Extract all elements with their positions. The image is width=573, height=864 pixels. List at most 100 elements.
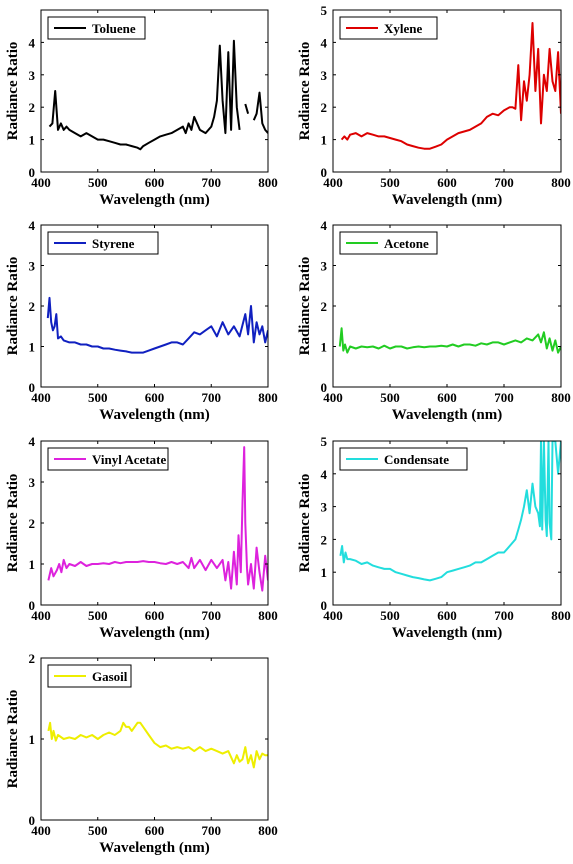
y-tick-label: 1 <box>321 565 328 580</box>
x-tick-label: 500 <box>88 608 108 623</box>
chart-styrene: 400 500 600 700 800 0 1 2 3 4 Wavelength (nm) Radia… <box>5 218 278 423</box>
series-line-xylene <box>340 22 561 150</box>
y-tick-label: 2 <box>29 100 36 115</box>
legend: Acetone <box>339 231 438 255</box>
legend-box <box>339 16 438 40</box>
y-axis-label: Radiance Ratio <box>5 42 21 141</box>
x-axis-label: Wavelength (nm) <box>392 625 502 641</box>
y-tick-label: 5 <box>321 3 328 18</box>
x-tick-label: 800 <box>258 823 278 838</box>
legend: Condensate <box>339 447 468 471</box>
x-tick-label: 600 <box>437 608 457 623</box>
x-tick-label: 500 <box>380 608 400 623</box>
y-axis-label: Radiance Ratio <box>5 474 21 573</box>
x-tick-label: 400 <box>31 823 51 838</box>
y-tick-label: 1 <box>29 340 36 355</box>
legend-label: Condensate <box>384 452 449 467</box>
y-tick-label: 0 <box>29 813 36 828</box>
y-axis-label: Radiance Ratio <box>5 257 21 356</box>
legend-box <box>47 231 159 255</box>
legend-box <box>47 16 146 40</box>
x-tick-label: 500 <box>88 390 108 405</box>
x-axis-label: Wavelength (nm) <box>99 840 209 856</box>
y-tick-label: 0 <box>29 380 36 395</box>
y-tick-label: 3 <box>29 68 36 83</box>
legend-box <box>47 447 169 471</box>
legend: Gasoil <box>47 664 132 688</box>
x-tick-label: 400 <box>323 175 343 190</box>
y-axis-label: Radiance Ratio <box>297 42 313 141</box>
x-tick-label: 700 <box>202 175 222 190</box>
legend-label: Vinyl Acetate <box>92 452 166 467</box>
y-tick-label: 4 <box>321 218 328 233</box>
x-axis-label: Wavelength (nm) <box>99 192 209 208</box>
y-axis-label: Radiance Ratio <box>5 690 21 789</box>
y-tick-label: 2 <box>29 516 36 531</box>
series-line-toluene <box>48 39 268 151</box>
y-tick-label: 1 <box>29 133 36 148</box>
series-line-vinyl-acetate <box>47 446 268 592</box>
legend-label: Toluene <box>92 21 136 36</box>
x-tick-label: 400 <box>323 390 343 405</box>
legend-box <box>47 664 132 688</box>
chart-xylene: 400 500 600 700 800 0 1 2 3 4 5 Wavelength (nm) Radi… <box>297 3 571 208</box>
x-tick-label: 400 <box>31 390 51 405</box>
legend: Vinyl Acetate <box>47 447 169 471</box>
y-axis-label: Radiance Ratio <box>297 257 313 356</box>
x-tick-label: 400 <box>31 608 51 623</box>
series-line-acetone <box>338 327 561 354</box>
x-axis-label: Wavelength (nm) <box>392 192 502 208</box>
x-tick-label: 800 <box>258 390 278 405</box>
series-line-condensate <box>339 441 561 582</box>
x-axis-label: Wavelength (nm) <box>99 407 209 423</box>
x-tick-label: 500 <box>88 175 108 190</box>
y-tick-label: 4 <box>29 35 36 50</box>
y-tick-label: 4 <box>29 434 36 449</box>
x-tick-label: 700 <box>494 608 514 623</box>
legend-label: Acetone <box>384 236 429 251</box>
chart-vinyl-acetate: 400 500 600 700 800 0 1 2 3 4 Wavelength (nm) Radia… <box>5 434 278 641</box>
x-tick-label: 700 <box>494 390 514 405</box>
y-tick-label: 3 <box>321 500 328 515</box>
y-tick-label: 4 <box>29 218 36 233</box>
y-tick-label: 0 <box>321 380 328 395</box>
chart-toluene: 400 500 600 700 800 0 1 2 3 4 Wavelength (nm) Radia… <box>5 9 278 208</box>
x-tick-label: 700 <box>202 608 222 623</box>
legend-label: Gasoil <box>92 669 128 684</box>
y-tick-label: 1 <box>321 340 328 355</box>
x-tick-label: 800 <box>551 390 571 405</box>
legend: Styrene <box>47 231 159 255</box>
x-axis-label: Wavelength (nm) <box>99 625 209 641</box>
x-tick-label: 700 <box>202 390 222 405</box>
x-tick-label: 600 <box>437 175 457 190</box>
chart-gasoil: 400 500 600 700 800 0 1 2 Wavelength (nm) Radianc… <box>5 651 278 856</box>
x-tick-label: 800 <box>551 175 571 190</box>
y-tick-label: 0 <box>321 598 328 613</box>
chart-acetone: 400 500 600 700 800 0 1 2 3 4 Wavelength (nm) Radia… <box>297 218 571 423</box>
y-tick-label: 2 <box>321 299 328 314</box>
y-tick-label: 0 <box>29 165 36 180</box>
legend-box <box>339 447 468 471</box>
x-tick-label: 600 <box>437 390 457 405</box>
y-tick-label: 3 <box>29 259 36 274</box>
x-tick-label: 700 <box>202 823 222 838</box>
y-tick-label: 2 <box>321 100 328 115</box>
y-tick-label: 0 <box>321 165 328 180</box>
legend: Toluene <box>47 16 146 40</box>
y-tick-label: 3 <box>29 475 36 490</box>
y-tick-label: 1 <box>29 732 36 747</box>
y-tick-label: 2 <box>29 651 36 666</box>
legend-box <box>339 231 438 255</box>
y-tick-label: 3 <box>321 68 328 83</box>
legend: Xylene <box>339 16 438 40</box>
x-axis-label: Wavelength (nm) <box>392 407 502 423</box>
series-line-styrene <box>46 296 268 354</box>
x-tick-label: 800 <box>258 608 278 623</box>
y-tick-label: 4 <box>321 467 328 482</box>
x-tick-label: 400 <box>323 608 343 623</box>
series-line-gasoil <box>47 721 268 769</box>
y-tick-label: 5 <box>321 434 328 449</box>
y-axis-label: Radiance Ratio <box>297 474 313 573</box>
y-tick-label: 1 <box>29 557 36 572</box>
